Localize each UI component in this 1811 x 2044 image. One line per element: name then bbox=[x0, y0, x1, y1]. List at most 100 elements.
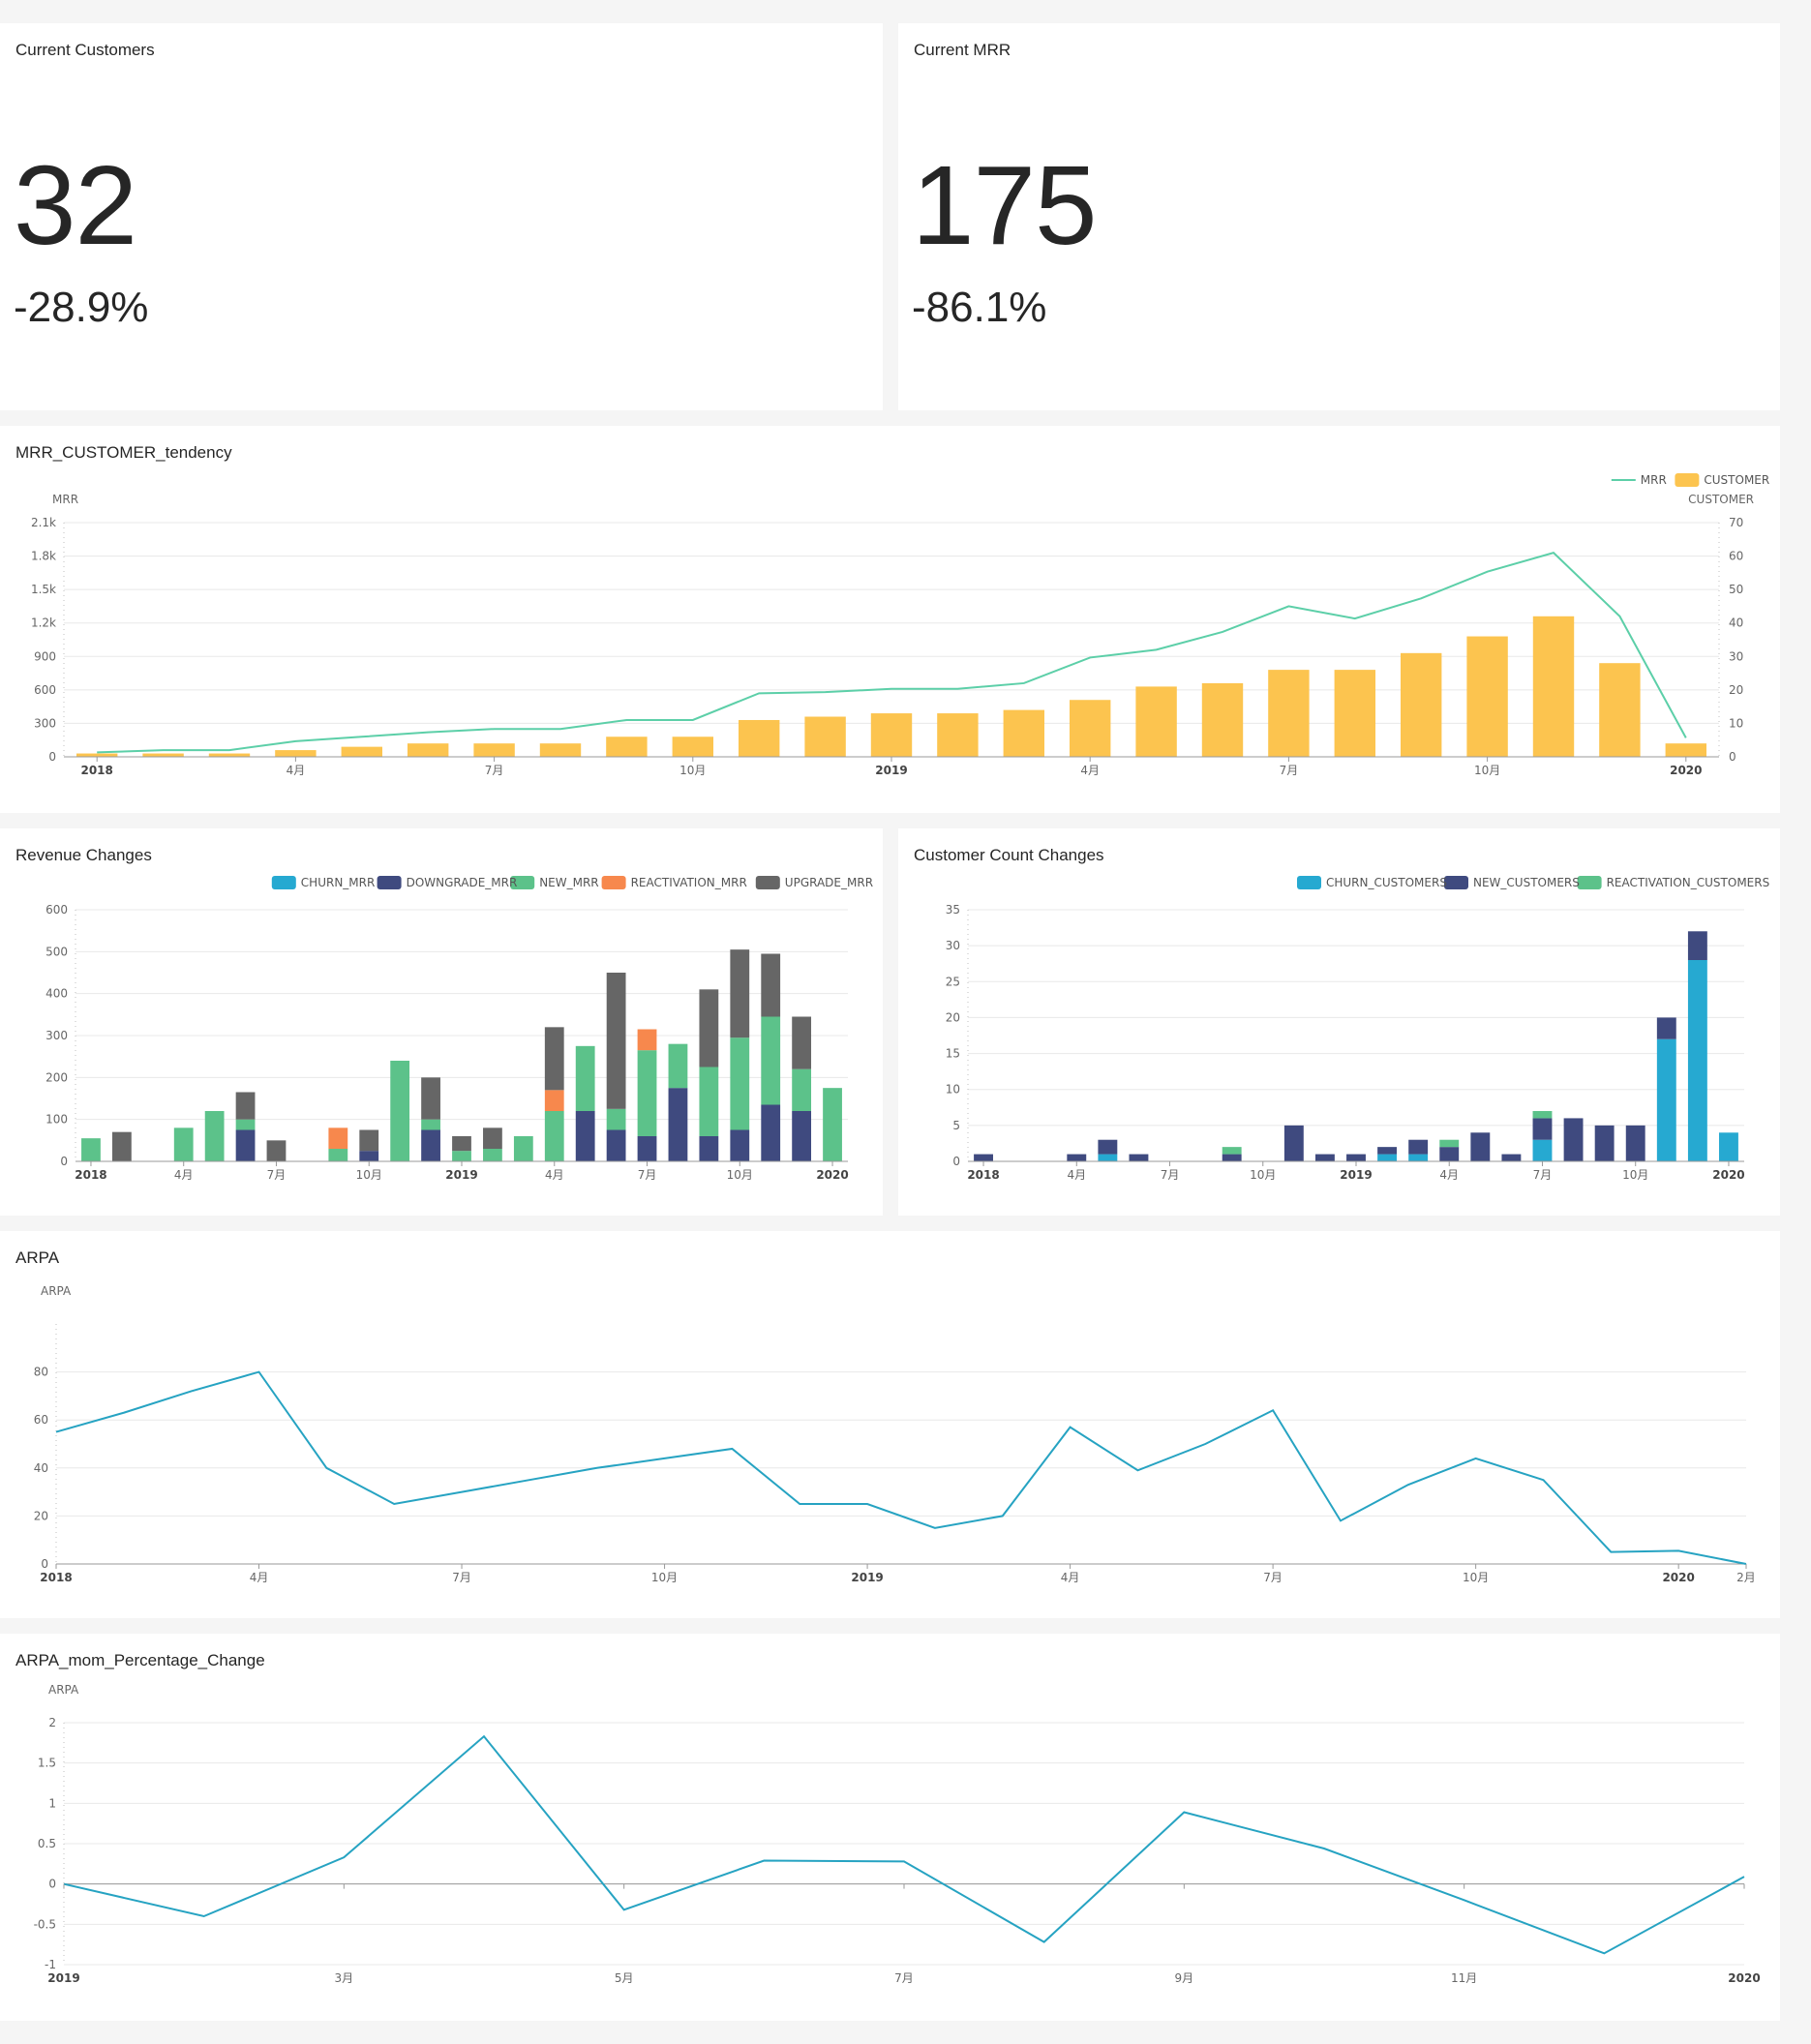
customer-bar bbox=[208, 753, 251, 757]
y-tick-label: 0 bbox=[41, 1557, 48, 1571]
chart-title: Customer Count Changes bbox=[914, 846, 1104, 864]
arpa-chart-card: ARPA 0 20 40 60 80 ARPA 2018 4月 7月 10月 2019 4月 7月 10月… bbox=[0, 1231, 1780, 1618]
kpi-change: -28.9% bbox=[14, 284, 149, 331]
bar-segment bbox=[730, 1037, 750, 1130]
legend-label: NEW_CUSTOMERS bbox=[1473, 876, 1580, 889]
bar-segment bbox=[1408, 1154, 1429, 1161]
bar-segment bbox=[792, 1068, 812, 1111]
bar-segment bbox=[328, 1149, 348, 1161]
y-tick-label: 400 bbox=[45, 987, 68, 1001]
x-tick-label: 10月 bbox=[727, 1168, 753, 1182]
bar-segment bbox=[637, 1050, 657, 1136]
bar-segment bbox=[1222, 1147, 1242, 1155]
y-tick-label: 1 bbox=[48, 1796, 56, 1810]
customer-bar bbox=[738, 719, 780, 757]
x-tick-label: 2019 bbox=[445, 1168, 477, 1182]
x-tick-label: 7月 bbox=[452, 1571, 471, 1584]
y-tick-label: 70 bbox=[1729, 516, 1743, 529]
arpa-mom-chart-card: ARPA_mom_Percentage_Change -1 -0.5 0 0.5 1 1.… bbox=[0, 1634, 1780, 2021]
bar-segment bbox=[761, 1104, 781, 1161]
x-tick-label: 2018 bbox=[75, 1168, 106, 1182]
legend-label: REACTIVATION_CUSTOMERS bbox=[1607, 876, 1770, 889]
x-tick-label: 2018 bbox=[80, 764, 112, 777]
bar-segment bbox=[266, 1140, 287, 1161]
customer-bar bbox=[1334, 670, 1376, 757]
x-tick-label: 4月 bbox=[1439, 1168, 1459, 1182]
y-tick-label: 60 bbox=[34, 1413, 48, 1427]
y-tick-label: 50 bbox=[1729, 583, 1743, 596]
y-tick-label: 1.8k bbox=[31, 550, 56, 563]
y-tick-label: 0 bbox=[48, 750, 56, 764]
y-tick-label: 20 bbox=[34, 1509, 48, 1522]
y-tick-label: 20 bbox=[1729, 683, 1743, 697]
kpi-value: 175 bbox=[912, 142, 1098, 268]
y-tick-label: 600 bbox=[34, 683, 56, 697]
customer-bar bbox=[1665, 743, 1707, 757]
bar-segment bbox=[1408, 1139, 1429, 1155]
x-tick-label: 4月 bbox=[1067, 1168, 1086, 1182]
y-tick-label: 600 bbox=[45, 903, 68, 917]
x-tick-label: 2020 bbox=[1670, 764, 1702, 777]
bar-segment bbox=[823, 1088, 842, 1161]
legend-label: CUSTOMER bbox=[1704, 473, 1769, 487]
legend-swatch bbox=[1675, 473, 1700, 487]
y-tick-label: 100 bbox=[45, 1113, 68, 1127]
bar-segment bbox=[1687, 931, 1707, 960]
customer-count-chart-card: Customer Count Changes 0 5 10 15 20 25 30 35 201… bbox=[898, 828, 1780, 1216]
x-tick-label: 2019 bbox=[1340, 1168, 1372, 1182]
y-tick-label: 5 bbox=[952, 1119, 960, 1132]
bar-segment bbox=[328, 1127, 348, 1149]
bar-segment bbox=[1377, 1154, 1398, 1161]
bar-segment bbox=[235, 1129, 256, 1161]
y-tick-label: 20 bbox=[946, 1010, 960, 1024]
bar-segment bbox=[359, 1129, 379, 1152]
customer-bar bbox=[1466, 636, 1508, 757]
bar-segment bbox=[668, 1088, 688, 1161]
customer-bar bbox=[473, 743, 515, 757]
y-tick-label: 1.5k bbox=[31, 583, 56, 596]
customer-bar bbox=[142, 753, 184, 757]
bar-segment bbox=[1377, 1147, 1398, 1155]
legend-swatch bbox=[1297, 876, 1321, 889]
bar-segment bbox=[390, 1061, 410, 1161]
x-tick-label: 10月 bbox=[356, 1168, 382, 1182]
bar-segment bbox=[761, 1016, 781, 1105]
x-tick-label: 2018 bbox=[40, 1571, 72, 1584]
tendency-chart: 0 300 600 900 1.2k 1.5k 1.8k 2.1k 0 10 20 30 40 50 60 7… bbox=[31, 473, 1769, 777]
customer-bar bbox=[1400, 652, 1442, 757]
bar-segment bbox=[483, 1127, 502, 1149]
y-tick-label: 2.1k bbox=[31, 516, 56, 529]
bar-segment bbox=[974, 1154, 993, 1161]
bar-segment bbox=[668, 1043, 688, 1089]
customer-bar bbox=[606, 736, 648, 757]
bar-segment bbox=[1439, 1147, 1460, 1161]
kpi-value: 32 bbox=[14, 142, 137, 268]
customer-bar bbox=[1532, 616, 1575, 757]
x-tick-label: 4月 bbox=[1080, 764, 1100, 777]
bar-segment bbox=[575, 1111, 595, 1161]
y-tick-label: 10 bbox=[1729, 716, 1743, 730]
legend-swatch bbox=[755, 876, 780, 889]
x-tick-label: 10月 bbox=[1463, 1571, 1489, 1584]
x-tick-label: 7月 bbox=[485, 764, 504, 777]
chart-title: MRR_CUSTOMER_tendency bbox=[15, 443, 232, 462]
bar-segment bbox=[699, 989, 719, 1067]
x-tick-label: 2020 bbox=[1662, 1571, 1694, 1584]
legend-label: NEW_MRR bbox=[539, 876, 598, 889]
y-axis-label-right: CUSTOMER bbox=[1688, 493, 1754, 506]
bar-segment bbox=[204, 1111, 225, 1161]
y-tick-label: 60 bbox=[1729, 550, 1743, 563]
bar-segment bbox=[1098, 1154, 1118, 1161]
series-line bbox=[55, 1370, 1747, 1565]
x-tick-label: 4月 bbox=[174, 1168, 194, 1182]
bar-segment bbox=[1532, 1111, 1553, 1119]
bar-segment bbox=[452, 1136, 471, 1152]
y-tick-label: 25 bbox=[946, 975, 960, 988]
x-tick-label: 4月 bbox=[287, 764, 306, 777]
x-tick-label: 7月 bbox=[267, 1168, 287, 1182]
x-tick-label: 2019 bbox=[875, 764, 907, 777]
x-tick-label: 2019 bbox=[851, 1571, 883, 1584]
arpa-mom-chart: -1 -0.5 0 0.5 1 1.5 2 ARPA 2019 3月 5月 7月 9月 11月 2020 bbox=[34, 1683, 1761, 1985]
legend-label: CHURN_MRR bbox=[301, 876, 376, 889]
customer-bar bbox=[275, 750, 317, 757]
